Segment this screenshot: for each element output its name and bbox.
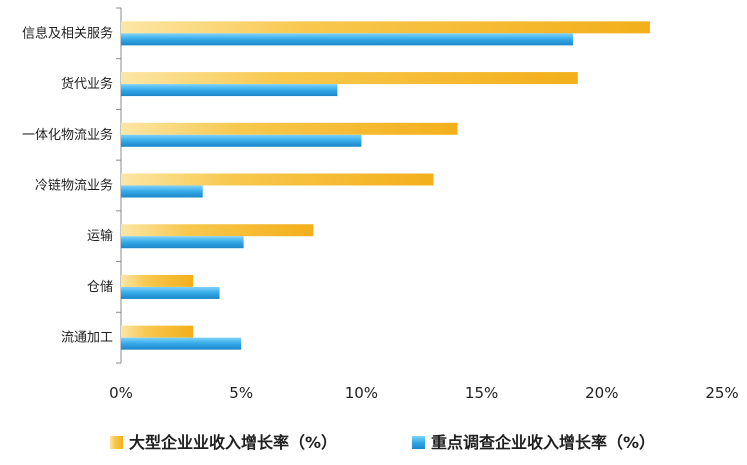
legend-swatch — [412, 436, 425, 449]
legend-swatch — [110, 436, 123, 449]
bar-large-enterprise — [121, 72, 578, 85]
legend-label: 大型企业业收入增长率（%） — [129, 433, 337, 452]
category-label: 货代业务 — [61, 76, 113, 92]
bar-key-survey — [121, 236, 244, 249]
bar-key-survey — [121, 185, 203, 198]
category-label: 信息及相关服务 — [22, 25, 113, 41]
category-label: 流通加工 — [61, 331, 113, 346]
bar-large-enterprise — [121, 122, 458, 135]
category-label: 冷链物流业务 — [35, 178, 113, 194]
x-tick-label: 20% — [585, 384, 618, 402]
bar-key-survey — [121, 337, 242, 350]
bar-large-enterprise — [121, 21, 650, 34]
legend: 大型企业业收入增长率（%） 重点调查企业收入增长率（%） — [110, 433, 655, 452]
bar-large-enterprise — [121, 274, 194, 287]
x-tick-label: 10% — [345, 384, 378, 402]
legend-label: 重点调查企业收入增长率（%） — [431, 433, 655, 452]
bar-large-enterprise — [121, 224, 314, 237]
bar-key-survey — [121, 84, 338, 97]
bar-large-enterprise — [121, 325, 194, 338]
category-label: 一体化物流业务 — [22, 127, 113, 143]
category-label: 仓储 — [87, 280, 113, 295]
bar-key-survey — [121, 134, 362, 147]
x-tick-label: 15% — [465, 384, 498, 402]
category-label: 运输 — [87, 228, 113, 244]
bar-large-enterprise — [121, 173, 434, 186]
x-tick-label: 0% — [109, 384, 133, 402]
bar-key-survey — [121, 286, 220, 299]
bar-key-survey — [121, 33, 573, 46]
x-tick-label: 25% — [705, 384, 738, 402]
x-tick-label: 5% — [229, 384, 253, 402]
